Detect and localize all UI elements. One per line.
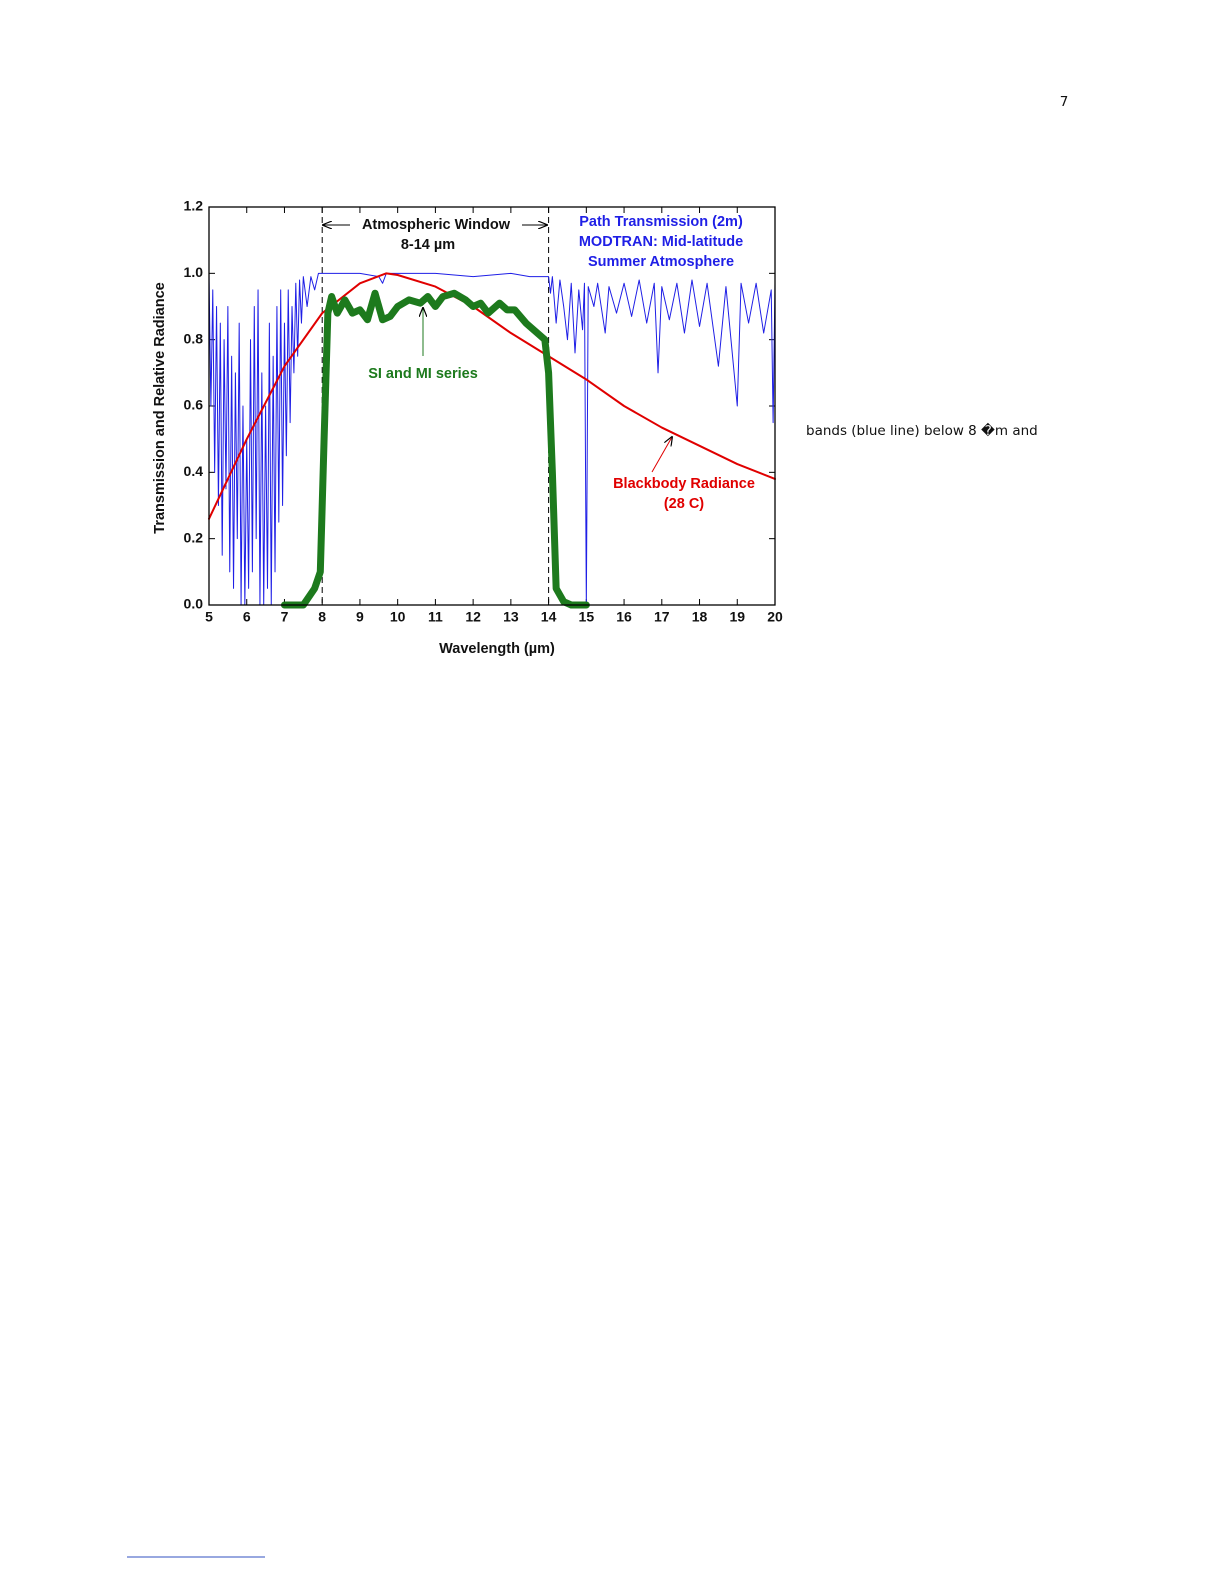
- x-tick-label: 6: [243, 609, 251, 625]
- series-line: [280, 289, 590, 609]
- x-tick-label: 12: [465, 609, 481, 625]
- series-line: [208, 272, 776, 606]
- x-tick-label: 17: [654, 609, 670, 625]
- annotation: MODTRAN: Mid-latitude: [579, 234, 743, 250]
- annotation: Path Transmission (2m): [579, 214, 743, 230]
- x-tick-label: 9: [356, 609, 364, 625]
- annotation: 8-14 µm: [401, 237, 455, 253]
- y-tick-label: 1.2: [184, 198, 204, 214]
- y-tick-label: 0.8: [184, 330, 204, 346]
- annotation: Blackbody Radiance: [613, 476, 755, 492]
- x-tick-label: 11: [428, 609, 443, 625]
- y-tick-label: 0.0: [184, 596, 204, 612]
- y-tick-label: 1.0: [184, 264, 204, 280]
- body-text: bands (blue line) below 8 �m and: [806, 422, 1038, 439]
- y-tick-label: 0.6: [184, 397, 204, 413]
- annotation: (28 C): [664, 496, 704, 512]
- x-tick-label: 15: [579, 609, 595, 625]
- x-tick-label: 13: [503, 609, 519, 625]
- y-tick-label: 0.2: [184, 529, 204, 545]
- annotation: Summer Atmosphere: [588, 254, 734, 270]
- annotation: SI and MI series: [368, 366, 478, 382]
- x-axis-label: Wavelength (µm): [439, 641, 555, 657]
- x-tick-label: 7: [281, 609, 289, 625]
- y-tick-label: 0.4: [184, 463, 204, 479]
- x-tick-label: 18: [692, 609, 708, 625]
- x-tick-label: 20: [767, 609, 783, 625]
- x-tick-label: 10: [390, 609, 406, 625]
- y-axis-label: Transmission and Relative Radiance: [152, 282, 168, 533]
- x-tick-label: 8: [318, 609, 326, 625]
- x-tick-label: 19: [729, 609, 745, 625]
- x-tick-label: 5: [205, 609, 213, 625]
- plot-frame: [208, 206, 776, 606]
- x-tick-label: 14: [541, 609, 557, 625]
- x-tick-label: 16: [616, 609, 632, 625]
- annotation-arrow: [651, 437, 672, 473]
- page-number: 7: [1060, 94, 1069, 110]
- annotation: Atmospheric Window: [362, 217, 511, 233]
